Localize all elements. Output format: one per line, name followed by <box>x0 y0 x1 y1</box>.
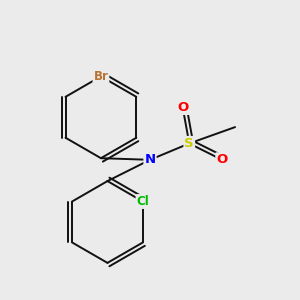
Text: N: N <box>144 153 156 166</box>
Text: Br: Br <box>94 70 108 83</box>
Text: Cl: Cl <box>136 195 149 208</box>
Text: O: O <box>216 153 228 166</box>
Text: S: S <box>184 137 194 150</box>
Text: O: O <box>177 101 188 114</box>
